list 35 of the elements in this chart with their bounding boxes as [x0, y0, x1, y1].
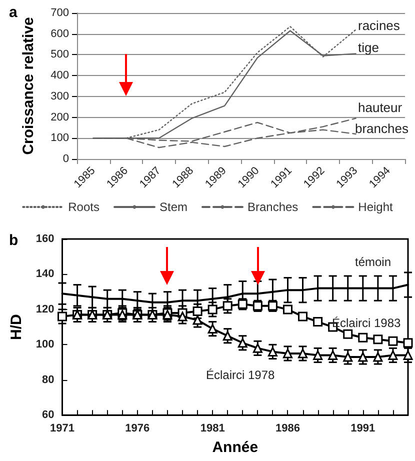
y-tick-label: 100 [36, 338, 54, 351]
y-tick-label: 100 [50, 132, 69, 144]
x-tick-label: 1986 [276, 422, 300, 435]
y-axis-title: Croissance relative [20, 17, 37, 155]
y-tick-label: 60 [42, 409, 54, 422]
legend-label: Roots [68, 200, 100, 214]
annotation: Éclairci 1978 [206, 368, 276, 382]
annotation: racines [358, 18, 400, 33]
chart-title: b [9, 232, 18, 249]
x-tick-label: 1971 [50, 422, 74, 435]
y-tick-label: 160 [36, 233, 54, 245]
annotation: hauteur [358, 100, 403, 115]
y-tick-label: 600 [50, 28, 69, 40]
annotation: branches [355, 121, 409, 136]
y-tick-label: 80 [42, 374, 54, 386]
y-tick-label: 140 [36, 268, 54, 280]
y-tick-label: 300 [50, 90, 69, 102]
x-tick-label: 1991 [350, 422, 376, 435]
legend-label: Branches [247, 200, 298, 214]
y-tick-label: 120 [36, 303, 54, 316]
y-tick-label: 200 [50, 111, 69, 124]
y-tick-label: 700 [50, 7, 69, 19]
annotation: témoin [355, 255, 392, 269]
annotation: Éclairci 1983 [332, 316, 402, 330]
legend-label: Stem [159, 200, 188, 214]
chart-title: a [9, 4, 18, 21]
x-axis-title: Année [212, 439, 258, 456]
x-tick-label: 1976 [125, 422, 150, 435]
legend-label: Height [358, 200, 394, 214]
y-tick-label: 0 [62, 153, 69, 165]
y-tick-label: 500 [50, 48, 69, 61]
annotation: tige [358, 40, 379, 55]
x-tick-label: 1981 [200, 422, 225, 435]
y-tick-label: 400 [50, 70, 69, 82]
y-axis-title: H/D [8, 314, 25, 340]
